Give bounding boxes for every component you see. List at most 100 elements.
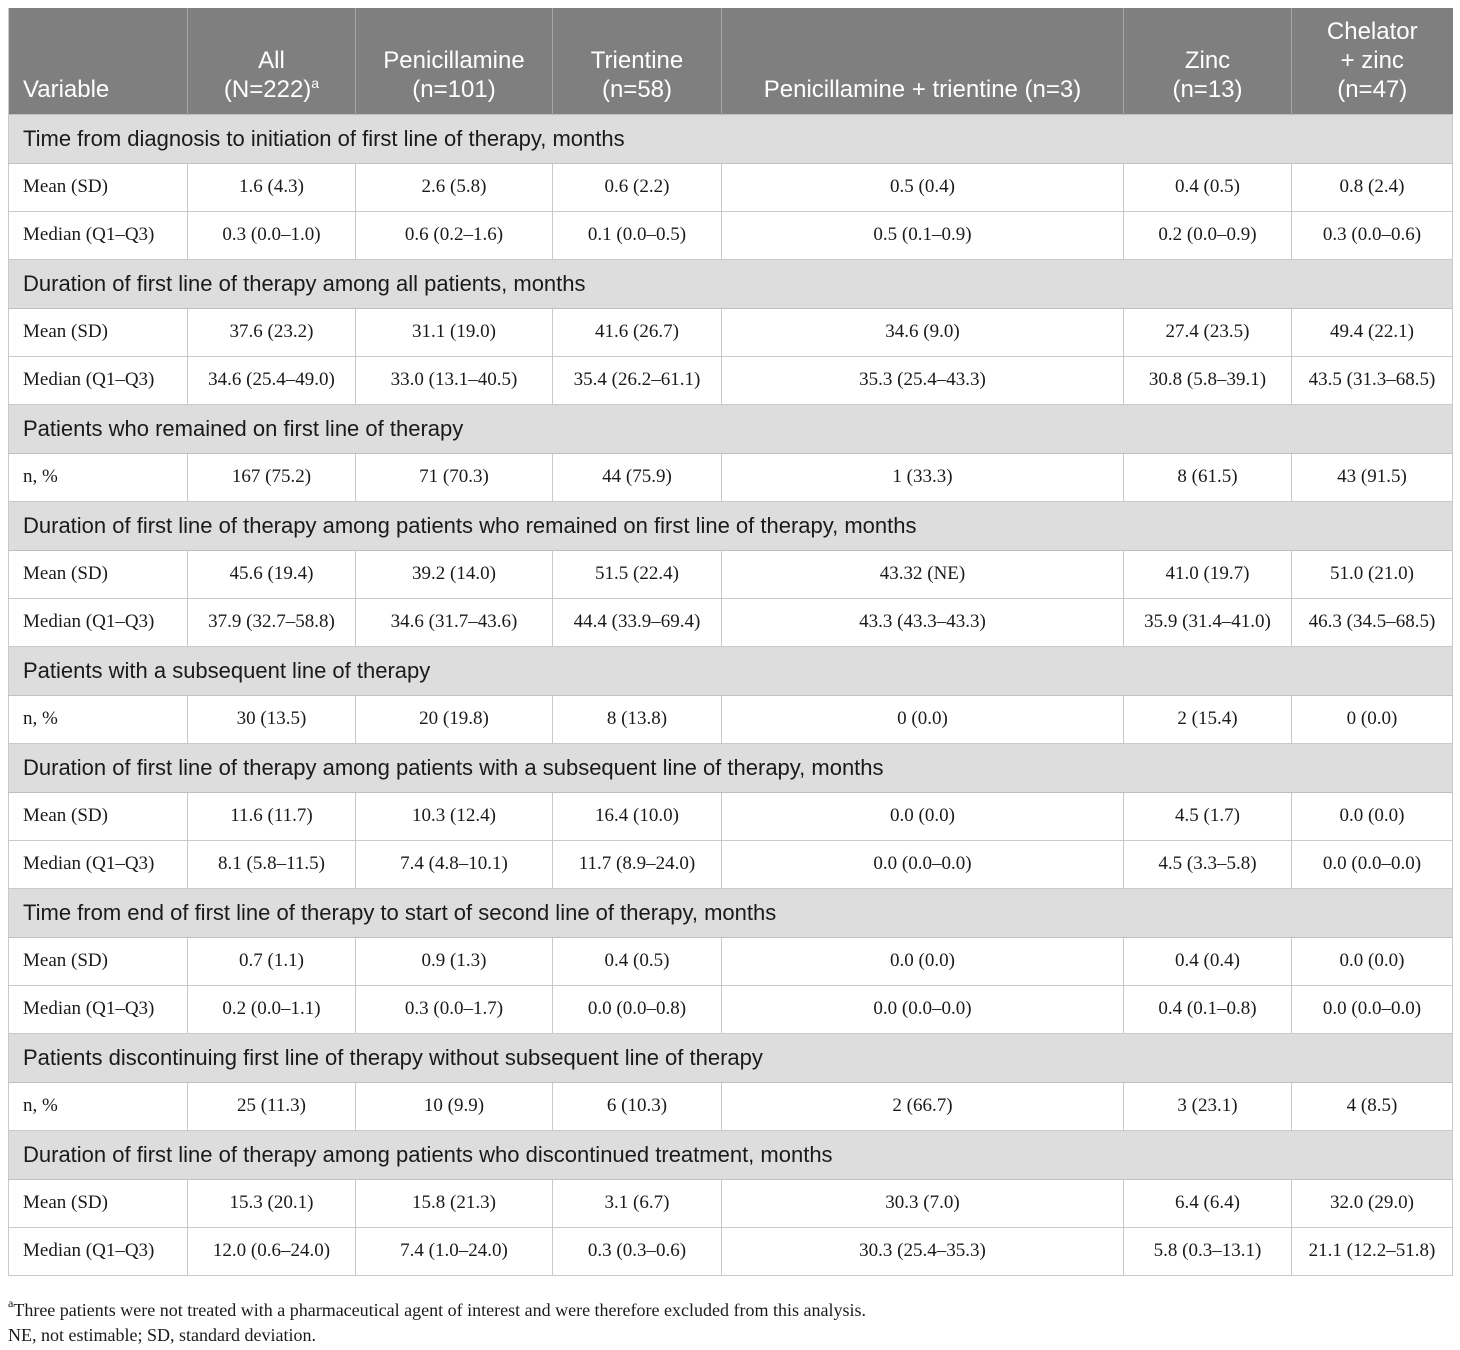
section-header-row: Duration of first line of therapy among … <box>8 258 1453 309</box>
table-cell: 0.0 (0.0) <box>721 936 1124 986</box>
table-row: Mean (SD) 11.6 (11.7) 10.3 (12.4) 16.4 (10.… <box>8 791 1453 841</box>
table-cell: 16.4 (10.0) <box>552 791 722 841</box>
table-cell: 0.3 (0.0–1.0) <box>187 210 356 260</box>
table-cell: 12.0 (0.6–24.0) <box>187 1226 356 1276</box>
table-row: Median (Q1–Q3) 0.3 (0.0–1.0) 0.6 (0.2–1.6)… <box>8 210 1453 260</box>
table-cell: 0.6 (0.2–1.6) <box>355 210 553 260</box>
table-cell: 3 (23.1) <box>1123 1081 1292 1131</box>
table-cell: 1.6 (4.3) <box>187 162 356 212</box>
column-header: Penicillamine + trientine (n=3) <box>721 8 1124 114</box>
table-cell: 0.0 (0.0–0.0) <box>721 839 1124 889</box>
section-header-row: Duration of first line of therapy among … <box>8 500 1453 551</box>
footnote-text: NE, not estimable; SD, standard deviatio… <box>8 1325 316 1345</box>
table-cell: 41.0 (19.7) <box>1123 549 1292 599</box>
table-row: n, % 25 (11.3) 10 (9.9) 6 (10.3) 2 (66.7) 3 (… <box>8 1081 1453 1131</box>
table-cell: 0.8 (2.4) <box>1291 162 1453 212</box>
row-label: Median (Q1–Q3) <box>8 1226 188 1276</box>
table-cell: 34.6 (25.4–49.0) <box>187 355 356 405</box>
section-title: Patients discontinuing first line of the… <box>8 1032 1453 1083</box>
therapy-lines-table: Variable All (N=222)a Penicillamine (n=101) T… <box>8 8 1453 1276</box>
table-cell: 2 (66.7) <box>721 1081 1124 1131</box>
table-cell: 30.8 (5.8–39.1) <box>1123 355 1292 405</box>
table-cell: 34.6 (31.7–43.6) <box>355 597 553 647</box>
table-cell: 35.4 (26.2–61.1) <box>552 355 722 405</box>
column-header-line: (n=13) <box>1172 75 1243 103</box>
table-cell: 5.8 (0.3–13.1) <box>1123 1226 1292 1276</box>
table-cell: 0.0 (0.0–0.0) <box>1291 984 1453 1034</box>
row-label: Median (Q1–Q3) <box>8 984 188 1034</box>
table-cell: 6.4 (6.4) <box>1123 1178 1292 1228</box>
section-title: Patients with a subsequent line of thera… <box>8 645 1453 696</box>
table-cell: 51.5 (22.4) <box>552 549 722 599</box>
table-cell: 41.6 (26.7) <box>552 307 722 357</box>
column-header: All (N=222)a <box>187 8 356 114</box>
section-title: Duration of first line of therapy among … <box>8 500 1453 551</box>
table-cell: 45.6 (19.4) <box>187 549 356 599</box>
section-title: Patients who remained on first line of t… <box>8 403 1453 454</box>
table-cell: 43.3 (43.3–43.3) <box>721 597 1124 647</box>
table-row: Mean (SD) 1.6 (4.3) 2.6 (5.8) 0.6 (2.2) 0.5 … <box>8 162 1453 212</box>
table-header: Variable All (N=222)a Penicillamine (n=101) T… <box>8 8 1453 114</box>
table-cell: 4.5 (1.7) <box>1123 791 1292 841</box>
table-cell: 43.5 (31.3–68.5) <box>1291 355 1453 405</box>
column-header: Penicillamine (n=101) <box>355 8 553 114</box>
table-cell: 0.4 (0.5) <box>1123 162 1292 212</box>
footnote: aThree patients were not treated with a … <box>8 1297 866 1323</box>
row-label: Median (Q1–Q3) <box>8 355 188 405</box>
table-cell: 30.3 (25.4–35.3) <box>721 1226 1124 1276</box>
table-cell: 8.1 (5.8–11.5) <box>187 839 356 889</box>
table-cell: 0.2 (0.0–0.9) <box>1123 210 1292 260</box>
table-cell: 4.5 (3.3–5.8) <box>1123 839 1292 889</box>
table-cell: 46.3 (34.5–68.5) <box>1291 597 1453 647</box>
column-header-line: + zinc <box>1340 46 1404 74</box>
table-cell: 2 (15.4) <box>1123 694 1292 744</box>
table-cell: 0.7 (1.1) <box>187 936 356 986</box>
table-cell: 0.1 (0.0–0.5) <box>552 210 722 260</box>
section-header-row: Patients with a subsequent line of thera… <box>8 645 1453 696</box>
table-cell: 8 (13.8) <box>552 694 722 744</box>
header-row: Variable All (N=222)a Penicillamine (n=101) T… <box>8 8 1453 114</box>
table-footnotes: aThree patients were not treated with a … <box>8 1297 866 1348</box>
table-cell: 2.6 (5.8) <box>355 162 553 212</box>
table-cell: 4 (8.5) <box>1291 1081 1453 1131</box>
table-cell: 15.3 (20.1) <box>187 1178 356 1228</box>
table-row: Mean (SD) 45.6 (19.4) 39.2 (14.0) 51.5 (22.… <box>8 549 1453 599</box>
table-cell: 25 (11.3) <box>187 1081 356 1131</box>
section-title: Time from diagnosis to initiation of fir… <box>8 113 1453 164</box>
column-header-line: (N=222)a <box>223 74 320 103</box>
table-row: Median (Q1–Q3) 37.9 (32.7–58.8) 34.6 (31.7… <box>8 597 1453 647</box>
column-header: Trientine (n=58) <box>552 8 722 114</box>
footnote-text: Three patients were not treated with a p… <box>13 1300 866 1320</box>
table-cell: 34.6 (9.0) <box>721 307 1124 357</box>
table-cell: 0 (0.0) <box>721 694 1124 744</box>
table-cell: 31.1 (19.0) <box>355 307 553 357</box>
table-cell: 3.1 (6.7) <box>552 1178 722 1228</box>
section-title: Time from end of first line of therapy t… <box>8 887 1453 938</box>
table-cell: 0.0 (0.0–0.8) <box>552 984 722 1034</box>
table-row: n, % 167 (75.2) 71 (70.3) 44 (75.9) 1 (33.3)… <box>8 452 1453 502</box>
table-cell: 37.6 (23.2) <box>187 307 356 357</box>
table-cell: 35.3 (25.4–43.3) <box>721 355 1124 405</box>
row-label: Mean (SD) <box>8 162 188 212</box>
table-cell: 0.4 (0.5) <box>552 936 722 986</box>
table-cell: 0.6 (2.2) <box>552 162 722 212</box>
table-cell: 0.0 (0.0) <box>1291 791 1453 841</box>
section-title: Duration of first line of therapy among … <box>8 742 1453 793</box>
table-cell: 44.4 (33.9–69.4) <box>552 597 722 647</box>
table-cell: 0.3 (0.3–0.6) <box>552 1226 722 1276</box>
section-header-row: Patients who remained on first line of t… <box>8 403 1453 454</box>
column-header-line: All <box>258 46 285 74</box>
table-row: n, % 30 (13.5) 20 (19.8) 8 (13.8) 0 (0.0) 2 (… <box>8 694 1453 744</box>
row-label: n, % <box>8 694 188 744</box>
table-cell: 15.8 (21.3) <box>355 1178 553 1228</box>
table-cell: 33.0 (13.1–40.5) <box>355 355 553 405</box>
column-header-line: (n=101) <box>412 75 496 103</box>
section-header-row: Patients discontinuing first line of the… <box>8 1032 1453 1083</box>
table-cell: 35.9 (31.4–41.0) <box>1123 597 1292 647</box>
table-cell: 10 (9.9) <box>355 1081 553 1131</box>
data-table-container: Variable All (N=222)a Penicillamine (n=101) T… <box>8 8 1453 1276</box>
table-cell: 32.0 (29.0) <box>1291 1178 1453 1228</box>
table-cell: 20 (19.8) <box>355 694 553 744</box>
section-header-row: Duration of first line of therapy among … <box>8 1129 1453 1180</box>
table-row: Median (Q1–Q3) 12.0 (0.6–24.0) 7.4 (1.0–24… <box>8 1226 1453 1276</box>
